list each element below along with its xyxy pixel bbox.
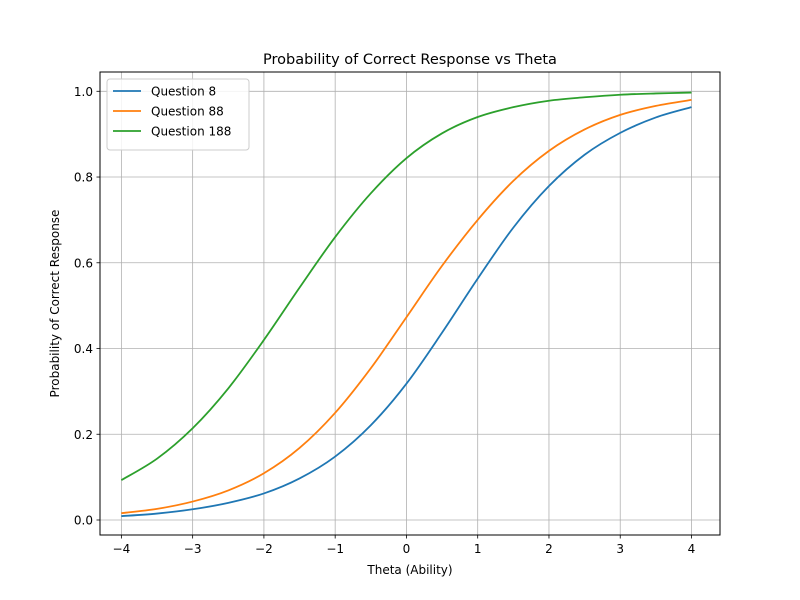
- series-lines: [120, 91, 692, 518]
- x-tick-label: 2: [545, 542, 553, 556]
- legend-box: [106, 78, 250, 151]
- x-tick-label: −4: [113, 542, 131, 556]
- y-tick-label: 0.0: [74, 513, 93, 527]
- legend-label: Question 188: [151, 125, 231, 139]
- y-tick-label: 0.2: [74, 428, 93, 442]
- series-line-3: [120, 91, 692, 481]
- axis-ticks: −4 −3 −2 −1 0 1 2 3 4 0.0 0.2 0.4 0.6 0.8 1.0: [74, 85, 695, 556]
- series-line-2: [121, 98, 692, 515]
- plot-frame: [99, 71, 721, 536]
- x-tick-label: 4: [688, 542, 696, 556]
- x-tick-label: −3: [184, 542, 202, 556]
- x-tick-label: −1: [326, 542, 344, 556]
- x-tick-label: 3: [616, 542, 624, 556]
- x-tick-label: −2: [255, 542, 273, 556]
- x-axis-title: Theta (Ability): [366, 563, 452, 577]
- legend-label: Question 8: [151, 85, 216, 99]
- y-tick-label: 0.8: [74, 171, 93, 185]
- y-tick-label: 0.4: [74, 342, 93, 356]
- legend: Question 8 Question 88 Question 188: [106, 78, 250, 151]
- y-tick-label: 0.6: [74, 256, 93, 270]
- series-line-1: [121, 106, 692, 518]
- legend-label: Question 88: [151, 105, 224, 119]
- y-axis-title: Probability of Correct Response: [48, 210, 62, 398]
- y-tick-label: 1.0: [74, 85, 93, 99]
- chart-title: Probability of Correct Response vs Theta: [263, 52, 557, 68]
- x-tick-label: 0: [403, 542, 411, 556]
- x-tick-label: 1: [474, 542, 482, 556]
- grid: [100, 72, 720, 535]
